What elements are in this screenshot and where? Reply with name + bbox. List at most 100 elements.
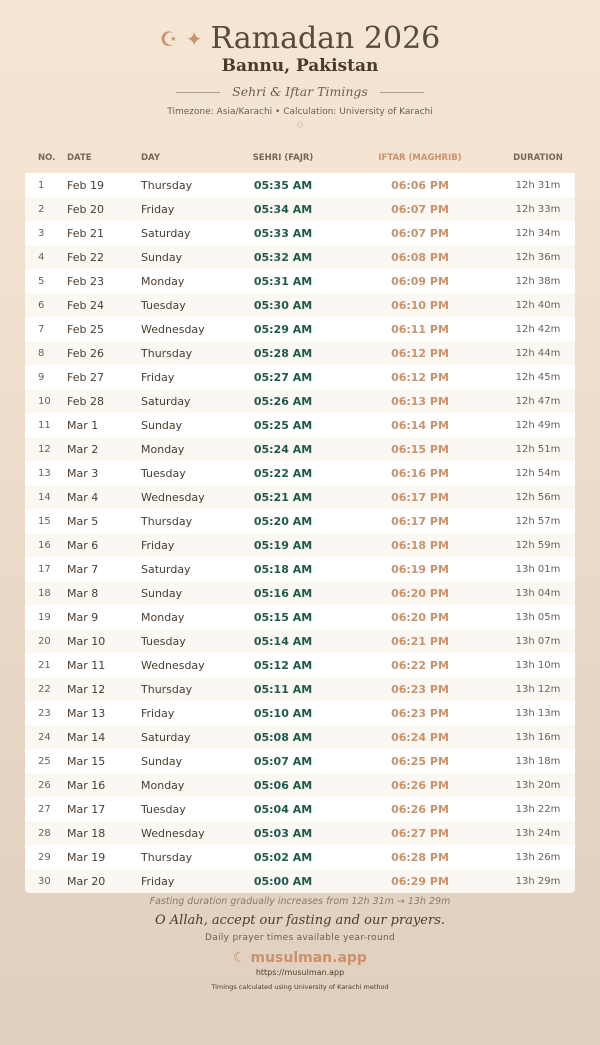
- website-link[interactable]: https://musulman.app: [255, 968, 345, 977]
- iftar-time: 06:15 PM: [391, 442, 449, 456]
- fasting-duration: 12h 38m: [515, 275, 561, 287]
- day-number: 16: [38, 539, 51, 551]
- sehri-time: 05:12 AM: [253, 658, 313, 672]
- fasting-duration: 13h 01m: [515, 563, 561, 575]
- fasting-duration: 12h 36m: [515, 251, 561, 263]
- weekday: Monday: [141, 778, 185, 792]
- day-number: 2: [38, 203, 45, 215]
- weekday: Thursday: [141, 178, 193, 192]
- iftar-time: 06:17 PM: [391, 490, 449, 504]
- weekday: Saturday: [141, 562, 191, 576]
- date: Mar 2: [67, 442, 99, 456]
- sehri-time: 05:34 AM: [253, 202, 313, 216]
- col-date: DATE: [67, 153, 92, 163]
- table-row: 3 Feb 21 Saturday 05:33 AM 06:07 PM 12h 34m: [25, 221, 575, 245]
- fasting-duration: 13h 04m: [515, 587, 561, 599]
- table-row: 25 Mar 15 Sunday 05:07 AM 06:25 PM 13h 18m: [25, 749, 575, 773]
- day-number: 6: [38, 299, 45, 311]
- date: Feb 22: [67, 250, 104, 264]
- iftar-time: 06:18 PM: [391, 538, 449, 552]
- sehri-time: 05:08 AM: [253, 730, 313, 744]
- method-note: Timings calculated using University of K…: [211, 983, 389, 991]
- date: Mar 11: [67, 658, 106, 672]
- day-number: 4: [38, 251, 45, 263]
- day-number: 29: [38, 851, 51, 863]
- sehri-time: 05:06 AM: [253, 778, 313, 792]
- day-number: 20: [38, 635, 51, 647]
- page-title: Ramadan 2026: [210, 21, 441, 56]
- col-duration: DURATION: [513, 153, 563, 163]
- date: Mar 19: [67, 850, 106, 864]
- table-row: 6 Feb 24 Tuesday 05:30 AM 06:10 PM 12h 40m: [25, 293, 575, 317]
- table-row: 19 Mar 9 Monday 05:15 AM 06:20 PM 13h 05m: [25, 605, 575, 629]
- date: Mar 7: [67, 562, 99, 576]
- iftar-time: 06:22 PM: [391, 658, 449, 672]
- iftar-time: 06:11 PM: [391, 322, 449, 336]
- table-row: 9 Feb 27 Friday 05:27 AM 06:12 PM 12h 45m: [25, 365, 575, 389]
- weekday: Thursday: [141, 850, 193, 864]
- brand[interactable]: ☾ musulman.app: [0, 949, 600, 967]
- table-row: 11 Mar 1 Sunday 05:25 AM 06:14 PM 12h 49m: [25, 413, 575, 437]
- sehri-time: 05:31 AM: [253, 274, 313, 288]
- weekday: Friday: [141, 202, 175, 216]
- date: Mar 8: [67, 586, 99, 600]
- day-number: 24: [38, 731, 51, 743]
- weekday: Monday: [141, 610, 185, 624]
- sehri-time: 05:33 AM: [253, 226, 313, 240]
- iftar-time: 06:24 PM: [391, 730, 449, 744]
- weekday: Saturday: [141, 226, 191, 240]
- fasting-duration: 12h 34m: [515, 227, 561, 239]
- date: Feb 27: [67, 370, 104, 384]
- day-number: 21: [38, 659, 51, 671]
- fasting-duration: 12h 31m: [515, 179, 561, 191]
- date: Mar 5: [67, 514, 99, 528]
- weekday: Friday: [141, 706, 175, 720]
- weekday: Tuesday: [141, 298, 186, 312]
- header: ☪ ✦ Ramadan 2026 Bannu, Pakistan Sehri &…: [0, 22, 600, 131]
- table-row: 4 Feb 22 Sunday 05:32 AM 06:08 PM 12h 36m: [25, 245, 575, 269]
- weekday: Saturday: [141, 394, 191, 408]
- iftar-time: 06:13 PM: [391, 394, 449, 408]
- timetable: NO. DATE DAY SEHRI (FAJR) IFTAR (MAGHRIB…: [25, 143, 575, 893]
- table-row: 2 Feb 20 Friday 05:34 AM 06:07 PM 12h 33m: [25, 197, 575, 221]
- weekday: Sunday: [141, 586, 183, 600]
- table-row: 24 Mar 14 Saturday 05:08 AM 06:24 PM 13h 16m: [25, 725, 575, 749]
- weekday: Wednesday: [141, 826, 205, 840]
- fasting-duration: 13h 22m: [515, 803, 561, 815]
- fasting-duration: 12h 59m: [515, 539, 561, 551]
- day-number: 13: [38, 467, 51, 479]
- weekday: Tuesday: [141, 466, 186, 480]
- fasting-duration: 12h 33m: [515, 203, 561, 215]
- date: Mar 16: [67, 778, 106, 792]
- fasting-duration: 12h 42m: [515, 323, 561, 335]
- weekday: Monday: [141, 274, 185, 288]
- day-number: 14: [38, 491, 51, 503]
- date: Mar 4: [67, 490, 99, 504]
- sehri-time: 05:16 AM: [253, 586, 313, 600]
- table-row: 13 Mar 3 Tuesday 05:22 AM 06:16 PM 12h 54m: [25, 461, 575, 485]
- date: Feb 28: [67, 394, 104, 408]
- iftar-time: 06:23 PM: [391, 682, 449, 696]
- iftar-time: 06:29 PM: [391, 874, 449, 888]
- timezone-info: Timezone: Asia/Karachi • Calculation: Un…: [167, 107, 433, 117]
- iftar-time: 06:26 PM: [391, 802, 449, 816]
- sehri-time: 05:26 AM: [253, 394, 313, 408]
- sehri-time: 05:35 AM: [253, 178, 313, 192]
- date: Mar 1: [67, 418, 99, 432]
- table-row: 30 Mar 20 Friday 05:00 AM 06:29 PM 13h 29m: [25, 869, 575, 893]
- weekday: Tuesday: [141, 802, 186, 816]
- weekday: Sunday: [141, 250, 183, 264]
- day-number: 17: [38, 563, 51, 575]
- iftar-time: 06:10 PM: [391, 298, 449, 312]
- weekday: Sunday: [141, 754, 183, 768]
- iftar-time: 06:16 PM: [391, 466, 449, 480]
- date: Feb 23: [67, 274, 104, 288]
- iftar-time: 06:25 PM: [391, 754, 449, 768]
- date: Mar 15: [67, 754, 106, 768]
- day-number: 12: [38, 443, 51, 455]
- sehri-time: 05:25 AM: [253, 418, 313, 432]
- weekday: Friday: [141, 370, 175, 384]
- table-row: 1 Feb 19 Thursday 05:35 AM 06:06 PM 12h 31m: [25, 173, 575, 197]
- date: Feb 21: [67, 226, 104, 240]
- sehri-time: 05:21 AM: [253, 490, 313, 504]
